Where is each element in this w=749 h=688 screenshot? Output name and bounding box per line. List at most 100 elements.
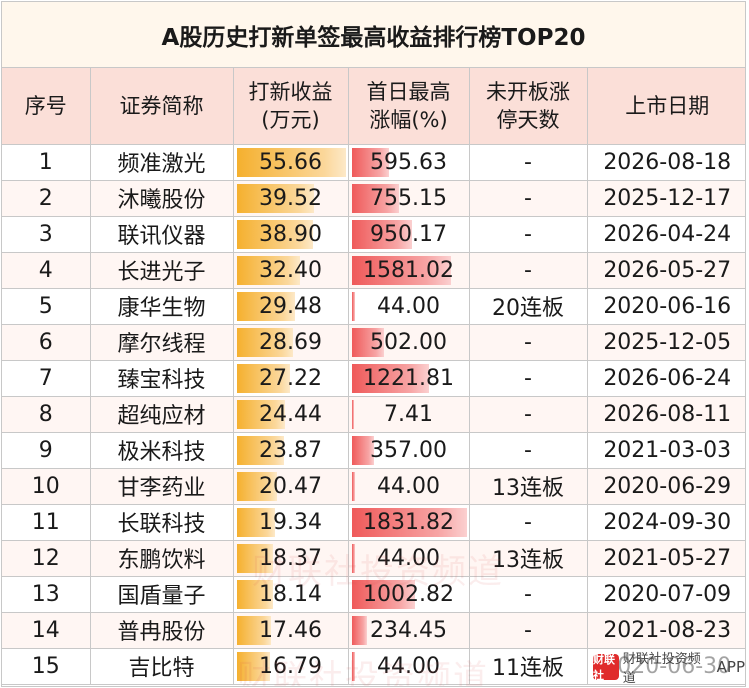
- date-cell-value: 2020-07-09: [603, 581, 732, 607]
- rank-cell: 5: [2, 287, 91, 325]
- gain-data-bar: [351, 183, 399, 213]
- profit-data-bar: [236, 507, 275, 537]
- table-row: 4 长进光子 32.40 1581.02 - 2026-05-27: [2, 251, 745, 289]
- name-cell-value: 臻宝科技: [117, 368, 206, 393]
- rank-cell-value: 3: [38, 221, 53, 247]
- limit-days-cell: -: [468, 503, 588, 541]
- limit-days-cell-value: -: [524, 401, 532, 427]
- profit-cell: 19.34: [232, 503, 349, 541]
- limit-days-cell: -: [468, 611, 588, 649]
- date-cell-value: 2020-06-29: [603, 473, 732, 499]
- rank-cell-value: 13: [31, 581, 60, 607]
- date-cell-value: 2020-06-16: [603, 293, 732, 319]
- name-cell-value: 吉比特: [128, 656, 195, 681]
- gain-cell-value: 357.00: [370, 437, 447, 463]
- name-cell: 联讯仪器: [89, 215, 234, 253]
- name-cell: 康华生物: [89, 287, 234, 325]
- limit-days-cell-value: 13连板: [492, 548, 564, 573]
- gain-data-bar: [351, 327, 384, 357]
- limit-days-cell-value: 13连板: [492, 476, 564, 501]
- profit-data-bar: [236, 255, 300, 285]
- table-row: 3 联讯仪器 38.90 950.17 - 2026-04-24: [2, 215, 745, 253]
- profit-cell-value: 28.69: [259, 329, 322, 355]
- name-cell-value: 极米科技: [117, 440, 206, 465]
- profit-data-bar: [236, 651, 270, 681]
- name-cell-value: 长进光子: [117, 260, 206, 285]
- table-title: A股历史打新单签最高收益排行榜TOP20: [2, 2, 745, 68]
- gain-cell: 502.00: [347, 323, 470, 361]
- gain-cell: 1221.81: [347, 359, 470, 397]
- gain-cell-value: 1002.82: [363, 581, 454, 607]
- date-cell-value: 2026-08-18: [603, 149, 732, 175]
- gain-cell-value: 595.63: [370, 149, 447, 175]
- limit-days-cell: -: [468, 359, 588, 397]
- limit-days-cell: -: [468, 143, 588, 181]
- gain-cell-value: 1581.02: [363, 257, 454, 283]
- rank-cell-value: 8: [38, 401, 53, 427]
- rank-cell-value: 12: [31, 545, 60, 571]
- profit-cell: 18.14: [232, 575, 349, 613]
- name-cell-value: 长联科技: [117, 512, 206, 537]
- gain-cell: 357.00: [347, 431, 470, 469]
- date-cell-value: 2024-09-30: [603, 509, 732, 535]
- table-row: 6 摩尔线程 28.69 502.00 - 2025-12-05: [2, 323, 745, 361]
- rank-cell-value: 4: [38, 257, 53, 283]
- rank-cell: 1: [2, 143, 91, 181]
- header-profit-line1: 打新收益: [248, 79, 333, 104]
- gain-cell: 595.63: [347, 143, 470, 181]
- name-cell: 甘李药业: [89, 467, 234, 505]
- profit-cell: 55.66: [232, 143, 349, 181]
- watermark-app: APP: [716, 658, 745, 676]
- rank-cell-value: 5: [38, 293, 53, 319]
- date-cell: 2020-07-09: [586, 575, 745, 613]
- profit-cell: 16.79: [232, 647, 349, 685]
- name-cell-value: 甘李药业: [117, 476, 206, 501]
- profit-cell: 38.90: [232, 215, 349, 253]
- profit-data-bar: [236, 291, 295, 321]
- rank-cell: 13: [2, 575, 91, 613]
- header-profit: 打新收益 (万元): [232, 68, 349, 145]
- table-row: 12 东鹏饮料 18.37 44.00 13连板 2021-05-27: [2, 539, 745, 577]
- gain-cell-value: 950.17: [370, 221, 447, 247]
- limit-days-cell: 13连板: [468, 539, 588, 577]
- profit-cell: 23.87: [232, 431, 349, 469]
- name-cell: 长进光子: [89, 251, 234, 289]
- date-cell-value: 2021-05-27: [603, 545, 732, 571]
- rank-cell: 15: [2, 647, 91, 685]
- profit-data-bar: [236, 579, 273, 609]
- date-cell-value: 2026-06-24: [603, 365, 732, 391]
- rank-cell: 10: [2, 467, 91, 505]
- gain-cell: 755.15: [347, 179, 470, 217]
- gain-cell: 44.00: [347, 287, 470, 325]
- profit-cell: 28.69: [232, 323, 349, 361]
- rank-cell-value: 1: [38, 149, 53, 175]
- gain-cell-value: 44.00: [377, 473, 440, 499]
- gain-cell-value: 234.45: [370, 617, 447, 643]
- profit-cell: 18.37: [232, 539, 349, 577]
- date-cell-value: 2021-08-23: [603, 617, 732, 643]
- profit-cell-value: 24.44: [259, 401, 322, 427]
- gain-data-bar: [351, 543, 355, 573]
- gain-cell: 1002.82: [347, 575, 470, 613]
- rank-cell: 11: [2, 503, 91, 541]
- profit-cell-value: 20.47: [259, 473, 322, 499]
- header-limit-line2: 停天数: [496, 107, 560, 132]
- date-cell: 2021-03-03: [586, 431, 745, 469]
- gain-cell-value: 1221.81: [363, 365, 454, 391]
- name-cell: 国盾量子: [89, 575, 234, 613]
- profit-cell-value: 19.34: [259, 509, 322, 535]
- limit-days-cell: 11连板: [468, 647, 588, 685]
- gain-cell-value: 44.00: [377, 653, 440, 679]
- limit-days-cell-value: -: [524, 329, 532, 355]
- profit-cell-value: 18.37: [259, 545, 322, 571]
- profit-cell: 20.47: [232, 467, 349, 505]
- profit-data-bar: [236, 399, 285, 429]
- date-cell-value: 2026-05-27: [603, 257, 732, 283]
- table-row: 9 极米科技 23.87 357.00 - 2021-03-03: [2, 431, 745, 469]
- header-name: 证券简称: [89, 68, 234, 145]
- rank-cell: 4: [2, 251, 91, 289]
- rank-cell: 7: [2, 359, 91, 397]
- limit-days-cell: -: [468, 323, 588, 361]
- limit-days-cell-value: 11连板: [492, 656, 564, 681]
- name-cell: 极米科技: [89, 431, 234, 469]
